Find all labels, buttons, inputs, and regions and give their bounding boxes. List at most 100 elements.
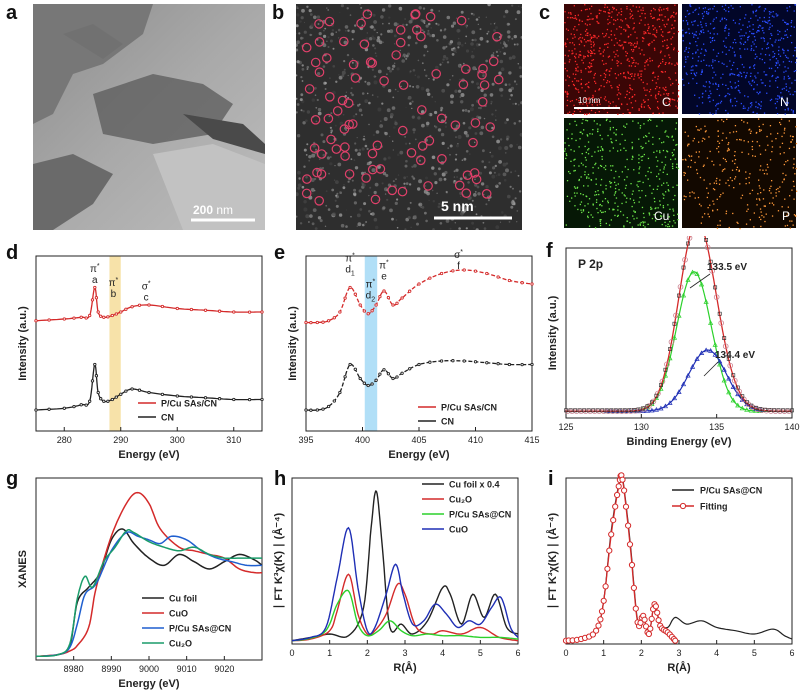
eds-signal-dot [592, 216, 594, 218]
eds-signal-dot [677, 96, 680, 98]
eds-signal-dot [704, 131, 707, 133]
haadf-texture-dot [357, 104, 360, 107]
eds-signal-dot [748, 182, 750, 184]
eds-signal-dot [715, 182, 718, 185]
x-tick-label: 135 [709, 422, 724, 432]
haadf-texture-dot [296, 32, 298, 35]
x-tick-label: 415 [524, 435, 539, 445]
eds-signal-dot [655, 97, 657, 100]
eds-signal-dot [683, 195, 685, 197]
eds-signal-dot [788, 90, 790, 93]
haadf-texture-dot [409, 201, 412, 204]
eds-signal-dot [759, 153, 762, 155]
haadf-texture-dot [481, 160, 484, 163]
eds-signal-dot [775, 192, 777, 194]
eds-signal-dot [599, 53, 601, 55]
eds-signal-dot [794, 173, 796, 175]
eds-signal-dot [613, 51, 615, 53]
haadf-texture-dot [373, 27, 375, 29]
haadf-texture-dot [491, 135, 495, 139]
peak-annotation: π* [90, 263, 100, 275]
eds-signal-dot [662, 102, 665, 105]
eds-signal-dot [574, 77, 576, 80]
eds-signal-dot [645, 32, 647, 34]
eds-signal-dot [763, 189, 765, 191]
eds-signal-dot [621, 20, 624, 22]
eds-signal-dot [775, 58, 778, 60]
eds-signal-dot [667, 184, 669, 186]
eds-signal-dot [566, 94, 568, 96]
eds-signal-dot [761, 58, 763, 61]
eds-signal-dot [657, 75, 659, 78]
eds-signal-dot [692, 65, 694, 67]
haadf-texture-dot [429, 112, 433, 117]
eds-signal-dot [644, 24, 646, 26]
single-atom-marker [458, 79, 469, 90]
eds-signal-dot [783, 132, 785, 134]
haadf-texture-dot [498, 160, 502, 164]
eds-signal-dot [758, 198, 760, 200]
eds-signal-dot [719, 220, 721, 222]
eds-signal-dot [707, 207, 709, 209]
data-point [722, 343, 729, 350]
data-point-square [577, 408, 582, 413]
eds-signal-dot [755, 101, 757, 103]
eds-signal-dot [790, 25, 793, 28]
series-marker [366, 383, 370, 388]
series-marker [189, 395, 194, 399]
eds-signal-dot [603, 79, 605, 81]
eds-signal-dot [586, 105, 589, 107]
haadf-texture-dot [339, 11, 341, 14]
eds-signal-dot [636, 184, 638, 186]
eds-signal-dot [729, 60, 731, 62]
haadf-texture-dot [383, 117, 388, 121]
eds-signal-dot [772, 56, 774, 58]
eds-signal-dot [607, 42, 609, 45]
single-atom-marker [367, 58, 377, 68]
eds-signal-dot [634, 94, 636, 96]
series-marker [110, 397, 114, 402]
series-line [306, 269, 533, 324]
haadf-texture-dot [409, 70, 412, 73]
haadf-texture-dot [509, 185, 512, 188]
eds-signal-dot [670, 15, 672, 17]
eds-signal-dot [583, 129, 585, 131]
eds-signal-dot [751, 104, 753, 106]
haadf-texture-dot [504, 9, 509, 14]
eds-signal-dot [580, 41, 583, 43]
eds-signal-dot [618, 12, 620, 14]
eds-signal-dot [608, 15, 610, 17]
eds-signal-dot [734, 162, 736, 165]
eds-signal-dot [779, 121, 781, 124]
eds-signal-dot [747, 96, 749, 98]
haadf-texture-dot [420, 110, 425, 114]
haadf-texture-dot [444, 170, 448, 175]
eds-signal-dot [625, 77, 627, 79]
eds-signal-dot [777, 14, 779, 16]
eds-signal-dot [572, 113, 575, 115]
haadf-texture-dot [302, 121, 306, 125]
haadf-texture-dot [329, 77, 331, 79]
haadf-texture-dot [519, 132, 522, 137]
eds-signal-dot [577, 14, 579, 16]
eds-signal-dot [662, 87, 664, 89]
eds-signal-dot [631, 73, 633, 75]
eds-signal-dot [707, 8, 710, 11]
panel-c: c 10 nm C N Cu P [531, 0, 806, 232]
eds-signal-dot [722, 83, 724, 86]
data-point [709, 268, 715, 274]
eds-signal-dot [672, 92, 674, 94]
eds-signal-dot [658, 8, 660, 10]
fit-marker [652, 603, 660, 610]
eds-signal-dot [730, 101, 732, 103]
eds-signal-dot [610, 141, 613, 143]
eds-signal-dot [600, 178, 603, 181]
series-marker [62, 406, 66, 410]
eds-signal-dot [620, 8, 622, 10]
peak-annotation: π* [366, 279, 376, 291]
haadf-texture-dot [499, 87, 503, 92]
eds-signal-dot [624, 166, 626, 168]
series-marker [84, 403, 88, 407]
eds-signal-dot [761, 27, 763, 29]
component-marker [689, 364, 696, 369]
